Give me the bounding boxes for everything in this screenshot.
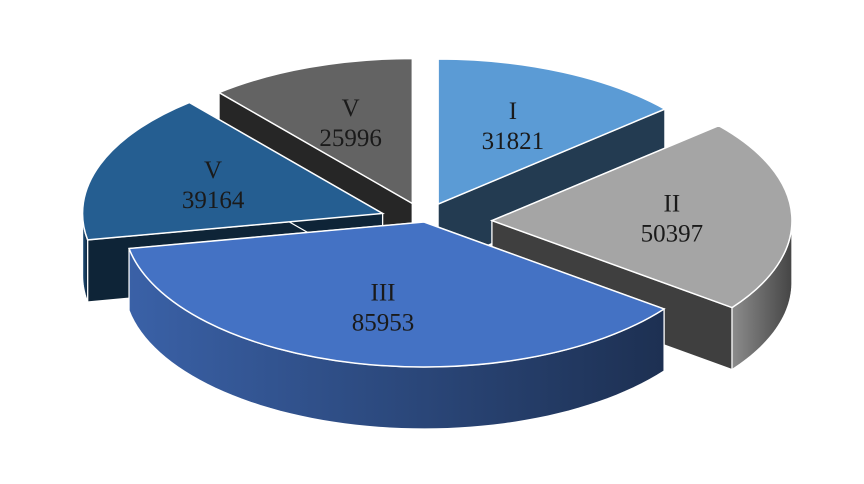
slice-5 xyxy=(217,57,414,205)
slice-label-1: I xyxy=(509,98,517,125)
slice-label-2: II xyxy=(664,191,681,218)
slice-3 xyxy=(127,221,666,368)
slice-value-1: 31821 xyxy=(482,128,545,155)
slice-tops xyxy=(81,57,793,368)
slice-label-3: III xyxy=(371,280,396,307)
slice-value-4: 39164 xyxy=(182,187,245,214)
slice-2 xyxy=(489,124,793,309)
slice-value-2: 50397 xyxy=(641,221,704,248)
slice-4 xyxy=(81,101,386,241)
slice-labels: I 31821 II 50397 III 85953 V 39164 V 25996 xyxy=(182,95,703,337)
slice-1 xyxy=(437,58,667,206)
slice-label-5: V xyxy=(342,95,360,122)
slice-label-4: V xyxy=(204,157,222,184)
slice-value-3: 85953 xyxy=(352,310,415,337)
slice-value-5: 25996 xyxy=(319,125,382,152)
